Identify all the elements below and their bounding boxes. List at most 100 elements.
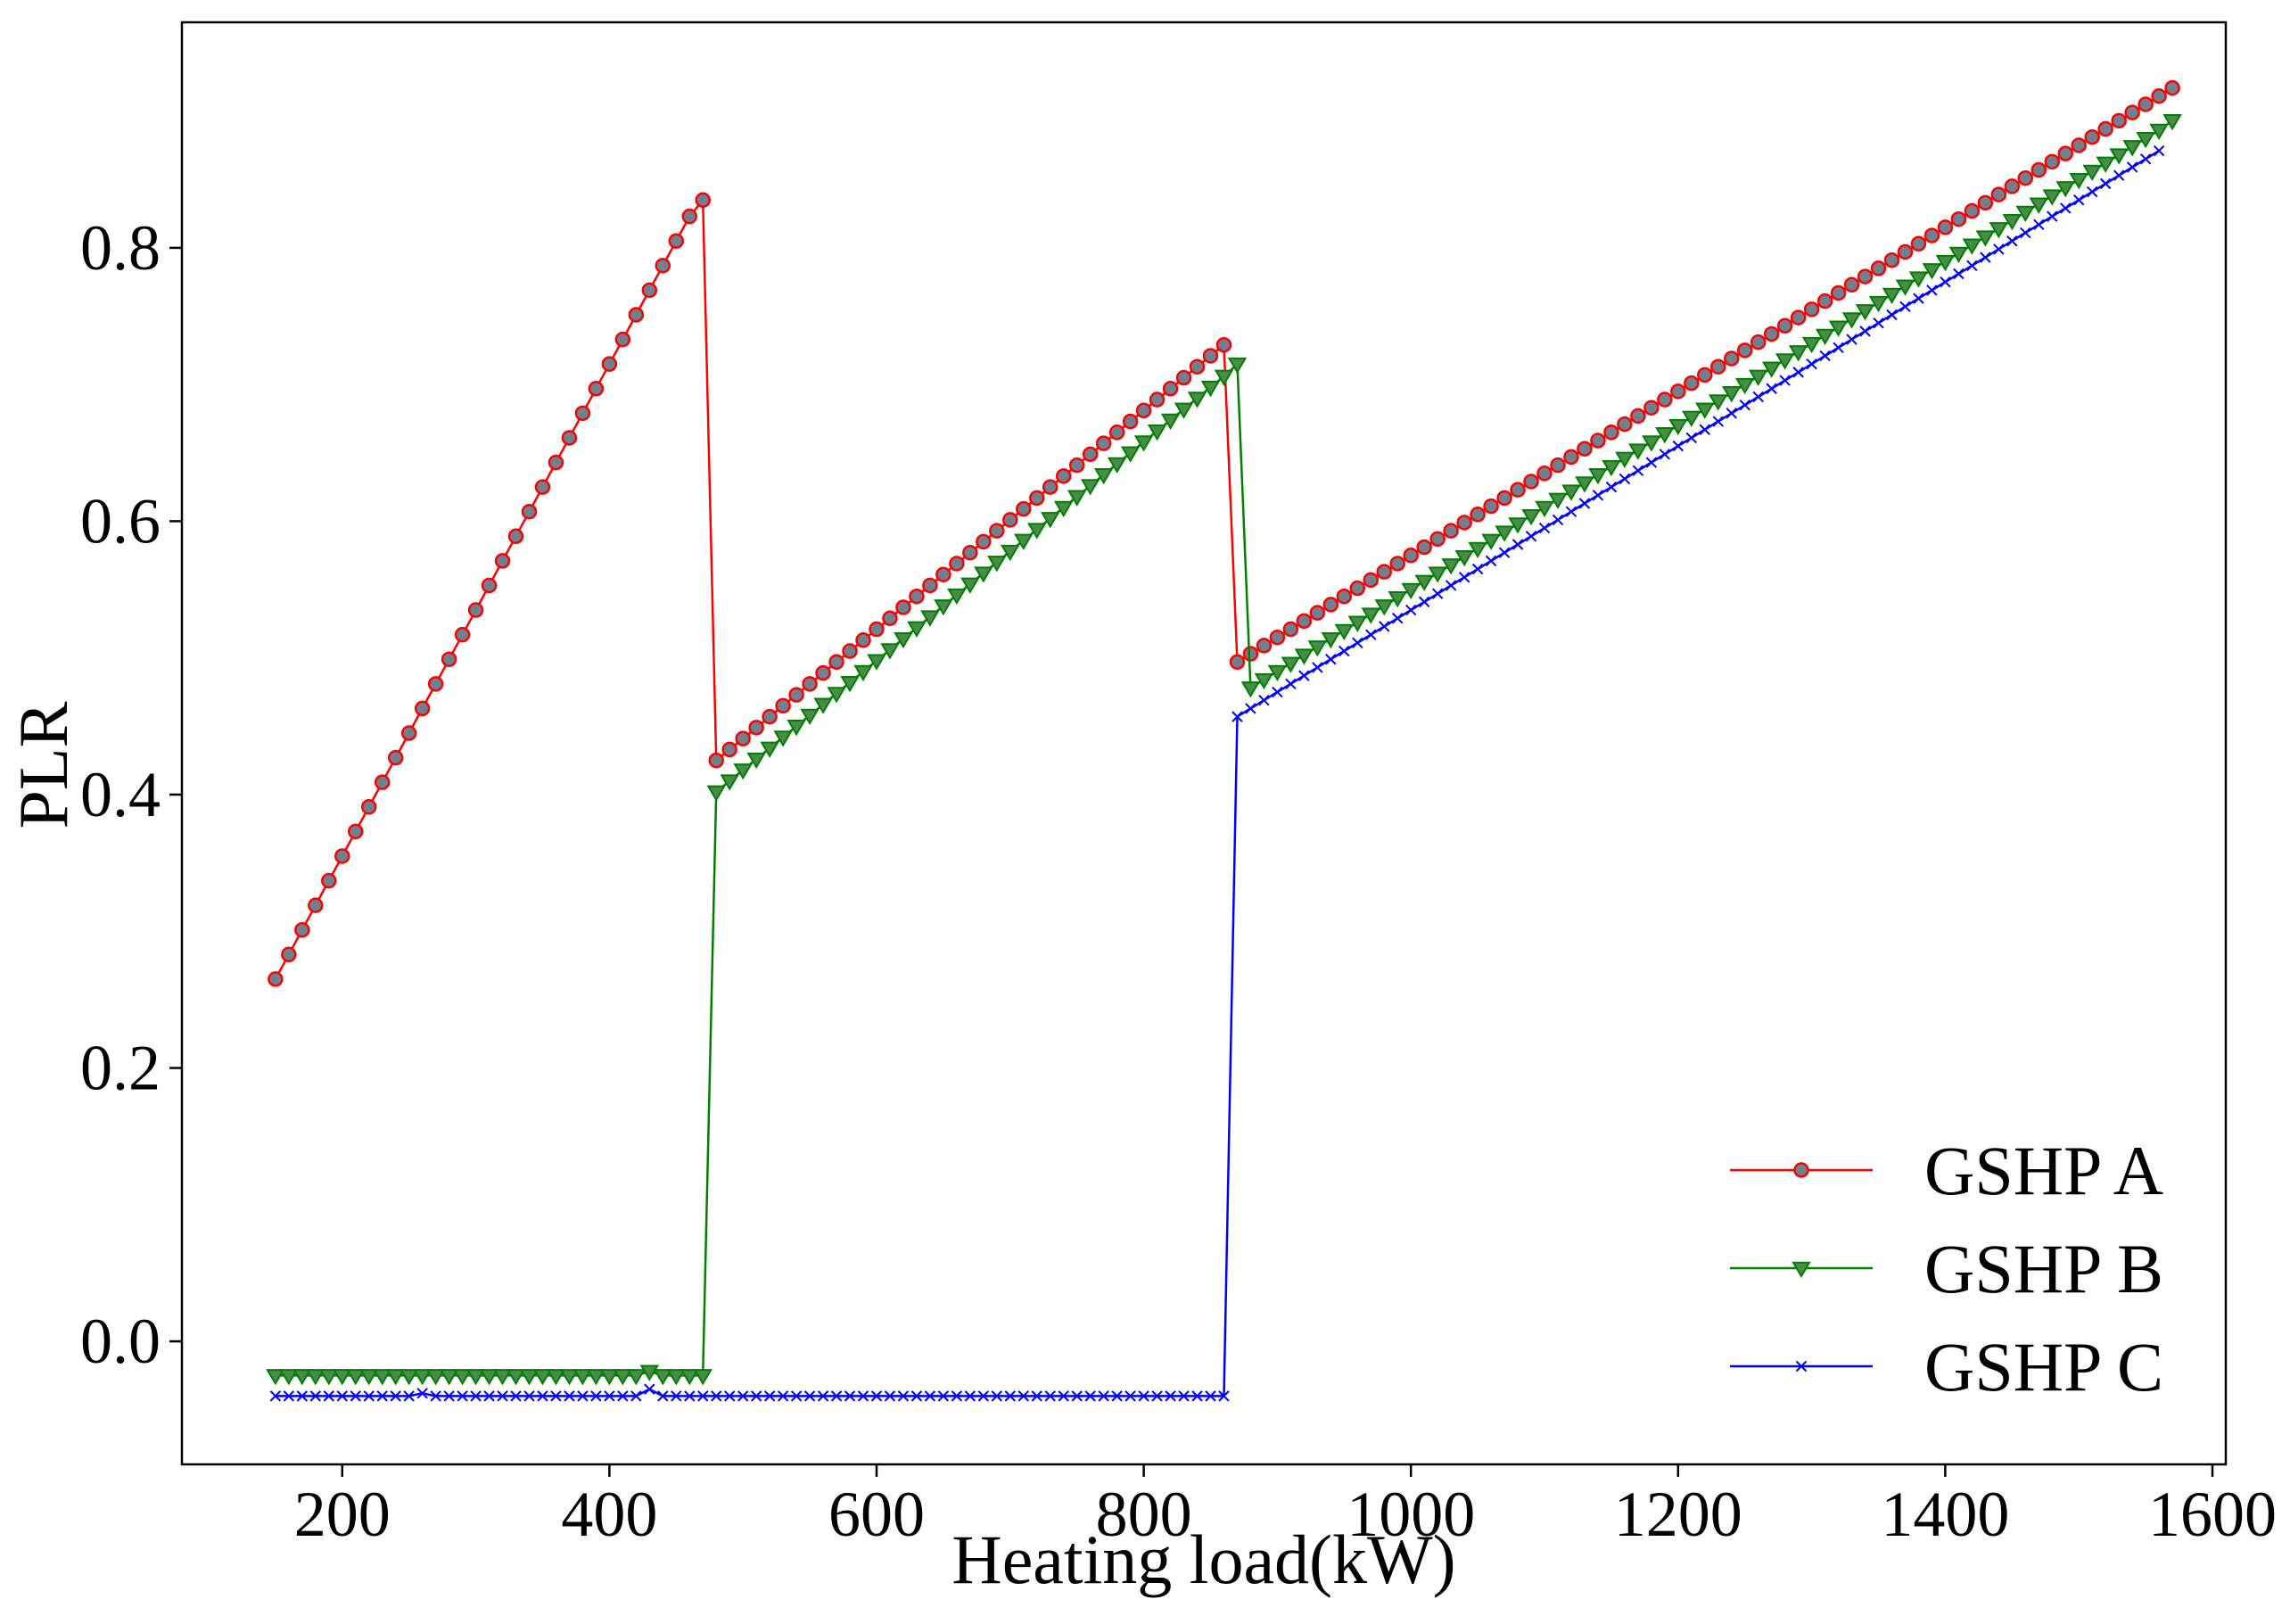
data-point bbox=[924, 1390, 936, 1402]
y-axis-ticks: 0.0 0.2 0.4 0.6 0.8 bbox=[80, 212, 182, 1377]
data-point bbox=[2031, 161, 2047, 178]
data-point bbox=[2153, 144, 2165, 157]
data-point bbox=[1098, 1390, 1109, 1402]
data-point bbox=[1803, 301, 1820, 317]
data-point bbox=[2060, 202, 2072, 214]
data-point bbox=[817, 1390, 829, 1402]
data-point bbox=[1428, 566, 1447, 583]
data-point bbox=[283, 1390, 295, 1402]
data-point bbox=[1120, 446, 1141, 463]
data-point bbox=[269, 1390, 282, 1402]
data-point bbox=[387, 749, 404, 766]
data-point bbox=[1336, 588, 1353, 605]
data-point bbox=[1458, 572, 1470, 583]
data-point bbox=[2109, 148, 2129, 165]
data-point bbox=[773, 730, 793, 747]
data-point bbox=[1495, 525, 1514, 542]
data-point bbox=[880, 643, 900, 660]
data-point bbox=[1801, 336, 1822, 354]
series-line bbox=[275, 150, 2160, 1397]
data-point bbox=[550, 1390, 562, 1402]
data-point bbox=[443, 1390, 455, 1402]
data-point bbox=[374, 774, 391, 790]
data-point bbox=[1523, 474, 1539, 490]
legend-marker bbox=[1793, 1162, 1809, 1178]
data-point bbox=[1058, 1390, 1069, 1402]
data-point bbox=[1481, 533, 1501, 550]
data-point bbox=[1990, 186, 2007, 202]
data-point bbox=[964, 1390, 976, 1402]
data-point bbox=[1124, 1390, 1136, 1402]
data-point bbox=[1215, 336, 1232, 353]
data-point bbox=[1151, 1390, 1163, 1402]
data-point bbox=[1655, 427, 1675, 444]
data-point bbox=[1498, 547, 1511, 558]
data-point bbox=[1454, 549, 1474, 567]
data-point bbox=[1202, 348, 1219, 364]
data-point bbox=[279, 1369, 299, 1386]
data-point bbox=[519, 1369, 540, 1386]
data-point bbox=[561, 430, 578, 446]
data-point bbox=[1886, 309, 1898, 321]
data-point bbox=[1483, 498, 1499, 515]
data-point bbox=[390, 1390, 401, 1402]
data-point bbox=[630, 1390, 642, 1402]
data-point bbox=[1403, 548, 1419, 564]
data-point bbox=[416, 1388, 428, 1399]
data-point bbox=[1721, 386, 1742, 403]
data-point bbox=[497, 1390, 508, 1402]
data-point bbox=[1577, 441, 1593, 457]
data-point bbox=[1468, 541, 1487, 559]
data-point bbox=[830, 1390, 843, 1402]
data-point bbox=[1538, 522, 1551, 534]
data-point bbox=[268, 971, 284, 987]
data-point bbox=[1191, 1390, 1203, 1402]
data-point bbox=[1026, 523, 1047, 540]
data-point bbox=[1739, 399, 1750, 411]
data-point bbox=[1365, 629, 1377, 640]
data-point bbox=[403, 1390, 415, 1402]
data-point bbox=[1868, 295, 1889, 313]
data-point bbox=[1272, 686, 1283, 698]
data-point bbox=[323, 1390, 334, 1402]
data-point bbox=[2042, 189, 2063, 206]
data-point bbox=[884, 1390, 896, 1402]
y-tick-label: 0.6 bbox=[80, 485, 161, 556]
data-point bbox=[363, 1390, 375, 1402]
data-point bbox=[681, 208, 698, 225]
data-point bbox=[1017, 1390, 1029, 1402]
data-point bbox=[1160, 413, 1181, 430]
data-point bbox=[853, 664, 873, 682]
data-point bbox=[2004, 178, 2021, 194]
data-point bbox=[671, 1390, 682, 1402]
data-point bbox=[1242, 646, 1259, 662]
data-point bbox=[483, 1390, 495, 1402]
data-point bbox=[987, 556, 1007, 573]
x-tick-label: 400 bbox=[561, 1479, 657, 1550]
data-point bbox=[2162, 114, 2182, 131]
data-point bbox=[750, 1390, 762, 1402]
data-point bbox=[1563, 449, 1579, 466]
y-tick-label: 0.0 bbox=[80, 1306, 161, 1377]
data-point bbox=[292, 1369, 312, 1386]
data-point bbox=[1734, 377, 1755, 395]
series-line bbox=[275, 120, 2173, 1377]
data-point bbox=[1254, 672, 1274, 690]
data-point bbox=[333, 1369, 352, 1386]
data-point bbox=[695, 192, 711, 209]
data-point bbox=[2096, 156, 2115, 173]
data-point bbox=[1508, 517, 1528, 534]
data-point bbox=[708, 752, 724, 769]
data-point bbox=[1307, 640, 1328, 657]
data-point bbox=[935, 566, 951, 582]
data-point bbox=[1548, 492, 1568, 509]
data-point bbox=[735, 730, 751, 746]
data-point bbox=[2006, 235, 2018, 247]
data-point bbox=[1040, 512, 1060, 529]
data-point bbox=[1108, 425, 1125, 441]
data-point bbox=[897, 1390, 910, 1402]
plot-area-frame bbox=[180, 21, 2228, 1466]
data-point bbox=[867, 654, 886, 671]
data-point bbox=[1347, 615, 1368, 632]
data-point bbox=[1055, 468, 1072, 484]
